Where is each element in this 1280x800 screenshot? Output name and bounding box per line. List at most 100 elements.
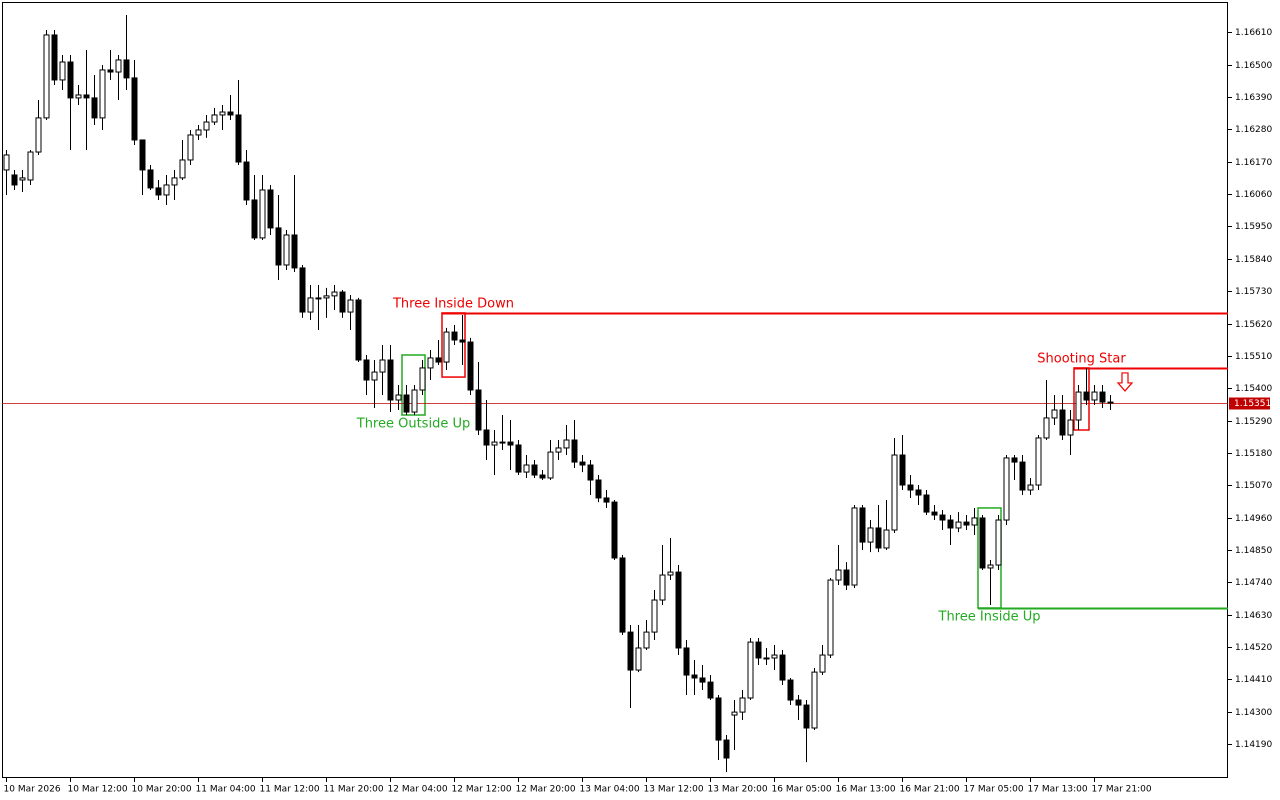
candle-body [835,569,842,581]
candle-body [195,129,202,136]
candle-body [371,371,378,381]
candle-body [651,599,658,633]
plot-frame [2,2,1228,778]
candle-body [491,441,498,446]
candle-body [3,154,10,171]
y-tick-label: 1.15510 [1235,352,1272,362]
candle-body [939,514,946,521]
candle-body [979,517,986,569]
candle-body [467,341,474,391]
x-tick-label: 13 Mar 20:00 [708,785,768,795]
candle-body [899,454,906,486]
candle-body [139,139,146,171]
candle-body [947,519,954,529]
x-tick-label: 12 Mar 04:00 [388,785,448,795]
candle-body [1011,457,1018,463]
candle-body [955,521,962,529]
candle-body [507,441,514,446]
y-tick-label: 1.14740 [1235,578,1272,588]
candle-body [883,529,890,549]
last-price-label: 1.15351 [1234,399,1271,409]
candle-body [531,464,538,476]
x-tick-label: 16 Mar 05:00 [772,785,832,795]
candle-body [891,454,898,531]
candle-body [779,654,786,681]
candle-body [11,174,18,186]
y-tick-label: 1.15620 [1235,320,1272,330]
y-tick-label: 1.16390 [1235,93,1272,103]
y-tick-label: 1.15180 [1235,449,1272,459]
x-tick-label: 11 Mar 12:00 [260,785,320,795]
candle-body [387,359,394,401]
x-tick-label: 16 Mar 21:00 [900,785,960,795]
x-tick-label: 13 Mar 12:00 [644,785,704,795]
candle-body [427,357,434,369]
candle-body [1019,461,1026,491]
candle-body [315,297,322,300]
candle-body [691,674,698,679]
candle-body [635,647,642,671]
candle-body [419,367,426,391]
pattern-label: Shooting Star [1037,351,1126,366]
x-tick-label: 17 Mar 21:00 [1092,785,1152,795]
candle-body [1107,401,1114,404]
y-tick-label: 1.14300 [1235,708,1272,718]
candle-body [875,527,882,549]
signal-arrow [1116,372,1134,392]
candle-body [91,97,98,119]
candle-body [1099,391,1106,403]
candle-body [963,521,970,526]
candle-body [83,94,90,99]
candle-body [75,94,82,99]
x-tick-label: 10 Mar 12:00 [68,785,128,795]
candle-body [115,59,122,73]
candle-body [299,267,306,313]
candle-body [907,484,914,491]
candle-body [923,494,930,513]
candle-body [1035,437,1042,486]
candle-body [1083,391,1090,401]
candle-body [547,451,554,479]
candle-body [227,111,234,116]
candle-body [699,677,706,683]
candle-body [331,291,338,297]
candle-body [723,739,730,759]
candle-body [19,177,26,181]
candle-body [163,184,170,196]
x-tick-label: 11 Mar 20:00 [324,785,384,795]
candle-body [515,444,522,473]
candle-body [1059,409,1066,436]
candle-body [411,389,418,413]
candle-body [483,429,490,446]
candle-body [187,134,194,161]
y-tick-label: 1.14190 [1235,740,1272,750]
candle-body [323,295,330,299]
candle-body [587,464,594,481]
candle-body [35,117,42,153]
y-tick-label: 1.14630 [1235,611,1272,621]
x-tick-label: 11 Mar 04:00 [196,785,256,795]
candle-body [627,631,634,671]
y-tick-label: 1.15950 [1235,222,1272,232]
candle-body [811,671,818,729]
candle-body [523,464,530,473]
candle-body [283,234,290,266]
candle-body [43,34,50,119]
y-tick-label: 1.14520 [1235,643,1272,653]
candle-body [459,339,466,343]
x-tick-label: 17 Mar 05:00 [964,785,1024,795]
x-tick-label: 17 Mar 13:00 [1028,785,1088,795]
candle-body [59,61,66,81]
candle-body [931,511,938,516]
candle-body [619,557,626,633]
candle-body [499,441,506,444]
candle-body [307,297,314,313]
candle-body [603,497,610,503]
x-tick-label: 12 Mar 12:00 [452,785,512,795]
candle-body [851,507,858,586]
candle-body [739,697,746,713]
x-tick-label: 10 Mar 20:00 [132,785,192,795]
candle-body [843,569,850,586]
candle-body [395,394,402,401]
